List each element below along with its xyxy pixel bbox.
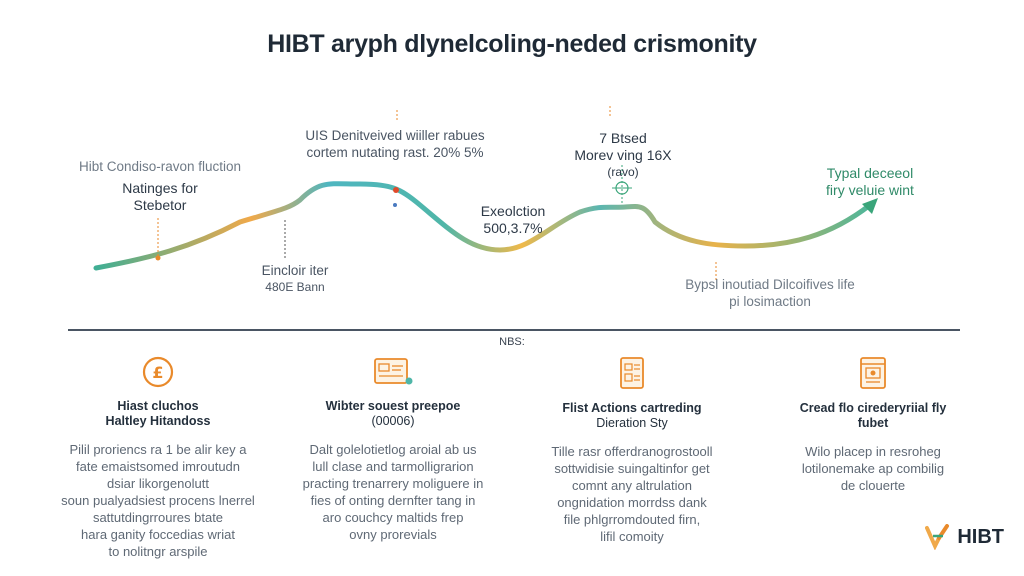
- column-heading: Cread flo cirederyriial fly fubet: [799, 401, 947, 430]
- annotation-peak: 7 Btsed Morev ving 16X (ravo): [574, 130, 672, 179]
- feature-column-3: Flist Actions cartreding Dieration Sty T…: [517, 355, 747, 545]
- arrow-head: [862, 198, 878, 214]
- column-body: Tille rasr offerdranogrostooll sottwidis…: [551, 444, 713, 544]
- column-body: Wilo placep in resroheg lotilonemake ap …: [801, 444, 945, 493]
- dashboard-icon: [374, 358, 413, 385]
- annotation-center-top: UIS Denitveived wiiller rabues cortem nu…: [305, 128, 485, 160]
- svg-text:£: £: [152, 363, 163, 382]
- column-heading: Flist Actions cartreding Dieration Sty: [562, 401, 702, 430]
- feature-column-1: £ Hiast cluchos Haltley Hitandoss Pilil …: [43, 355, 273, 560]
- logo-text: HIBT: [957, 525, 1004, 548]
- annotation-left-small: Hibt Condiso-ravon fluction: [78, 159, 242, 174]
- coin-icon: £: [142, 356, 174, 388]
- section-divider: [68, 329, 960, 331]
- column-heading: Hiast cluchos Haltley Hitandoss: [105, 399, 211, 428]
- page-title: HIBT aryph dlynelcoling-neded crismonity: [267, 30, 757, 58]
- browser-icon: [860, 357, 886, 389]
- trend-curve-diagram: [93, 106, 878, 280]
- trend-line: [93, 181, 873, 271]
- annotation-right-low: Bypsl inoutiad Dilcoifives life pi losim…: [685, 277, 855, 309]
- annotation-middle: Exeolction 500,3.7%: [480, 203, 546, 236]
- feature-column-4: Cread flo cirederyriial fly fubet Wilo p…: [758, 355, 988, 494]
- logo-icon: [925, 524, 950, 550]
- annotation-right: Typal deceeol firy veluie wint: [826, 165, 914, 198]
- feature-column-2: Wibter souest preepoe (00006) Dalt golel…: [278, 355, 508, 543]
- document-icon: [620, 357, 644, 389]
- annotation-center-low: Eincloir iter 480E Bann: [261, 263, 329, 294]
- divider-label: NBS:: [499, 336, 525, 348]
- column-body: Pilil proriencs ra 1 be alir key a fate …: [61, 442, 255, 559]
- brand-logo: HIBT: [925, 524, 1004, 550]
- column-body: Dalt golelotietlog aroial ab us lull cla…: [302, 442, 484, 542]
- annotation-left-main: Natinges for Stebetor: [122, 180, 198, 213]
- column-heading: Wibter souest preepoe (00006): [325, 399, 461, 428]
